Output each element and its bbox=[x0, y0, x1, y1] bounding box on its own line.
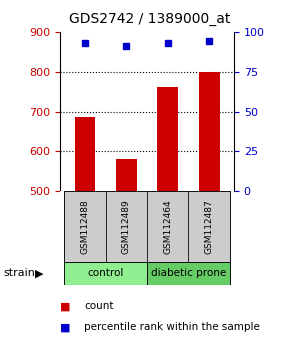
Text: percentile rank within the sample: percentile rank within the sample bbox=[84, 322, 260, 332]
Text: ■: ■ bbox=[60, 322, 70, 332]
Text: ▶: ▶ bbox=[34, 268, 43, 279]
Bar bbox=[106, 191, 147, 262]
Text: strain: strain bbox=[3, 268, 35, 279]
Text: diabetic prone: diabetic prone bbox=[151, 268, 226, 279]
Bar bbox=[64, 262, 147, 285]
Text: GDS2742 / 1389000_at: GDS2742 / 1389000_at bbox=[69, 12, 231, 27]
Text: GSM112489: GSM112489 bbox=[122, 199, 131, 254]
Text: GSM112488: GSM112488 bbox=[80, 199, 89, 254]
Text: control: control bbox=[87, 268, 124, 279]
Bar bbox=[147, 191, 188, 262]
Bar bbox=[188, 191, 230, 262]
Bar bbox=[116, 159, 136, 191]
Bar bbox=[64, 191, 106, 262]
Bar bbox=[199, 72, 220, 191]
Bar bbox=[147, 262, 230, 285]
Text: GSM112487: GSM112487 bbox=[205, 199, 214, 254]
Text: count: count bbox=[84, 301, 113, 311]
Bar bbox=[158, 87, 178, 191]
Text: ■: ■ bbox=[60, 301, 70, 311]
Text: GSM112464: GSM112464 bbox=[163, 199, 172, 254]
Bar bbox=[74, 118, 95, 191]
